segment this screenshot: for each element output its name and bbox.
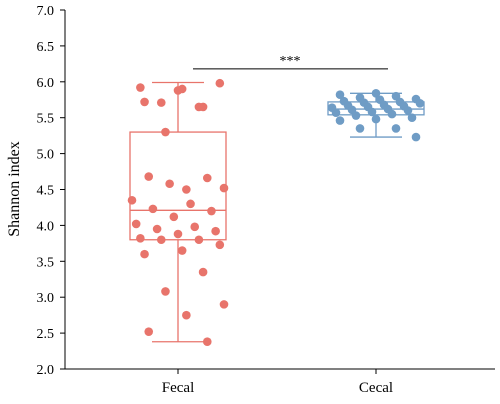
data-point bbox=[136, 83, 145, 92]
data-point bbox=[371, 88, 381, 98]
data-point bbox=[219, 183, 229, 193]
y-tick-label: 5.0 bbox=[37, 148, 55, 163]
y-tick-label: 5.5 bbox=[37, 112, 55, 127]
significance-annotation: *** bbox=[193, 54, 388, 70]
data-point bbox=[127, 195, 137, 205]
x-tick-label: Cecal bbox=[359, 380, 393, 396]
data-point bbox=[198, 267, 208, 277]
data-point bbox=[219, 300, 229, 309]
data-point bbox=[387, 109, 397, 119]
data-point bbox=[355, 124, 365, 133]
data-point bbox=[140, 97, 149, 107]
x-tick-label: Fecal bbox=[162, 380, 194, 396]
data-point bbox=[351, 111, 361, 120]
y-tick-label: 3.5 bbox=[37, 255, 55, 270]
data-point bbox=[131, 219, 141, 229]
data-point bbox=[202, 173, 212, 183]
data-point bbox=[169, 212, 179, 222]
data-point bbox=[407, 113, 417, 122]
x-axis-ticks: Fecal Cecal bbox=[162, 369, 393, 396]
data-point bbox=[391, 124, 401, 133]
data-point bbox=[207, 206, 216, 216]
data-point bbox=[411, 132, 421, 142]
data-point bbox=[148, 204, 158, 214]
data-point bbox=[371, 114, 381, 124]
data-point bbox=[173, 229, 183, 239]
data-point bbox=[165, 179, 174, 189]
data-point bbox=[211, 226, 220, 236]
y-axis-label: Shannon index bbox=[6, 141, 23, 237]
y-tick-label: 7.0 bbox=[37, 4, 55, 19]
data-point bbox=[190, 222, 200, 232]
data-point bbox=[144, 327, 154, 336]
y-tick-label: 3.0 bbox=[37, 291, 55, 306]
data-point bbox=[215, 240, 225, 250]
y-tick-label: 4.0 bbox=[37, 219, 55, 234]
data-point bbox=[198, 102, 208, 112]
data-point bbox=[403, 106, 413, 115]
data-points bbox=[127, 78, 425, 347]
data-point bbox=[156, 235, 166, 245]
data-point bbox=[182, 310, 191, 320]
data-point bbox=[177, 84, 187, 94]
y-tick-label: 4.5 bbox=[37, 184, 55, 199]
data-point bbox=[182, 185, 191, 194]
y-tick-label: 6.5 bbox=[37, 40, 55, 55]
y-tick-label: 6.0 bbox=[37, 76, 55, 91]
data-point bbox=[335, 116, 345, 125]
data-point bbox=[415, 99, 425, 108]
data-point bbox=[186, 199, 195, 209]
data-point bbox=[144, 172, 154, 181]
y-tick-label: 2.5 bbox=[37, 327, 55, 342]
y-tick-label: 2.0 bbox=[37, 363, 55, 378]
data-point bbox=[136, 234, 145, 243]
box-groups bbox=[129, 81, 425, 343]
data-point bbox=[161, 127, 170, 137]
data-point bbox=[331, 108, 341, 117]
data-point bbox=[161, 287, 170, 296]
data-point bbox=[152, 224, 162, 234]
data-point bbox=[335, 90, 345, 100]
data-point bbox=[140, 249, 149, 259]
data-point bbox=[202, 337, 212, 347]
data-point bbox=[194, 235, 204, 245]
box-body bbox=[129, 131, 227, 241]
data-point bbox=[215, 78, 225, 88]
data-point bbox=[156, 98, 166, 107]
data-point bbox=[177, 246, 187, 255]
significance-label: *** bbox=[280, 54, 301, 69]
data-point bbox=[367, 107, 377, 117]
y-axis-ticks: 2.0 2.5 3.0 3.5 4.0 4.5 5.0 5.5 6.0 6.5 7.0 bbox=[37, 4, 65, 378]
